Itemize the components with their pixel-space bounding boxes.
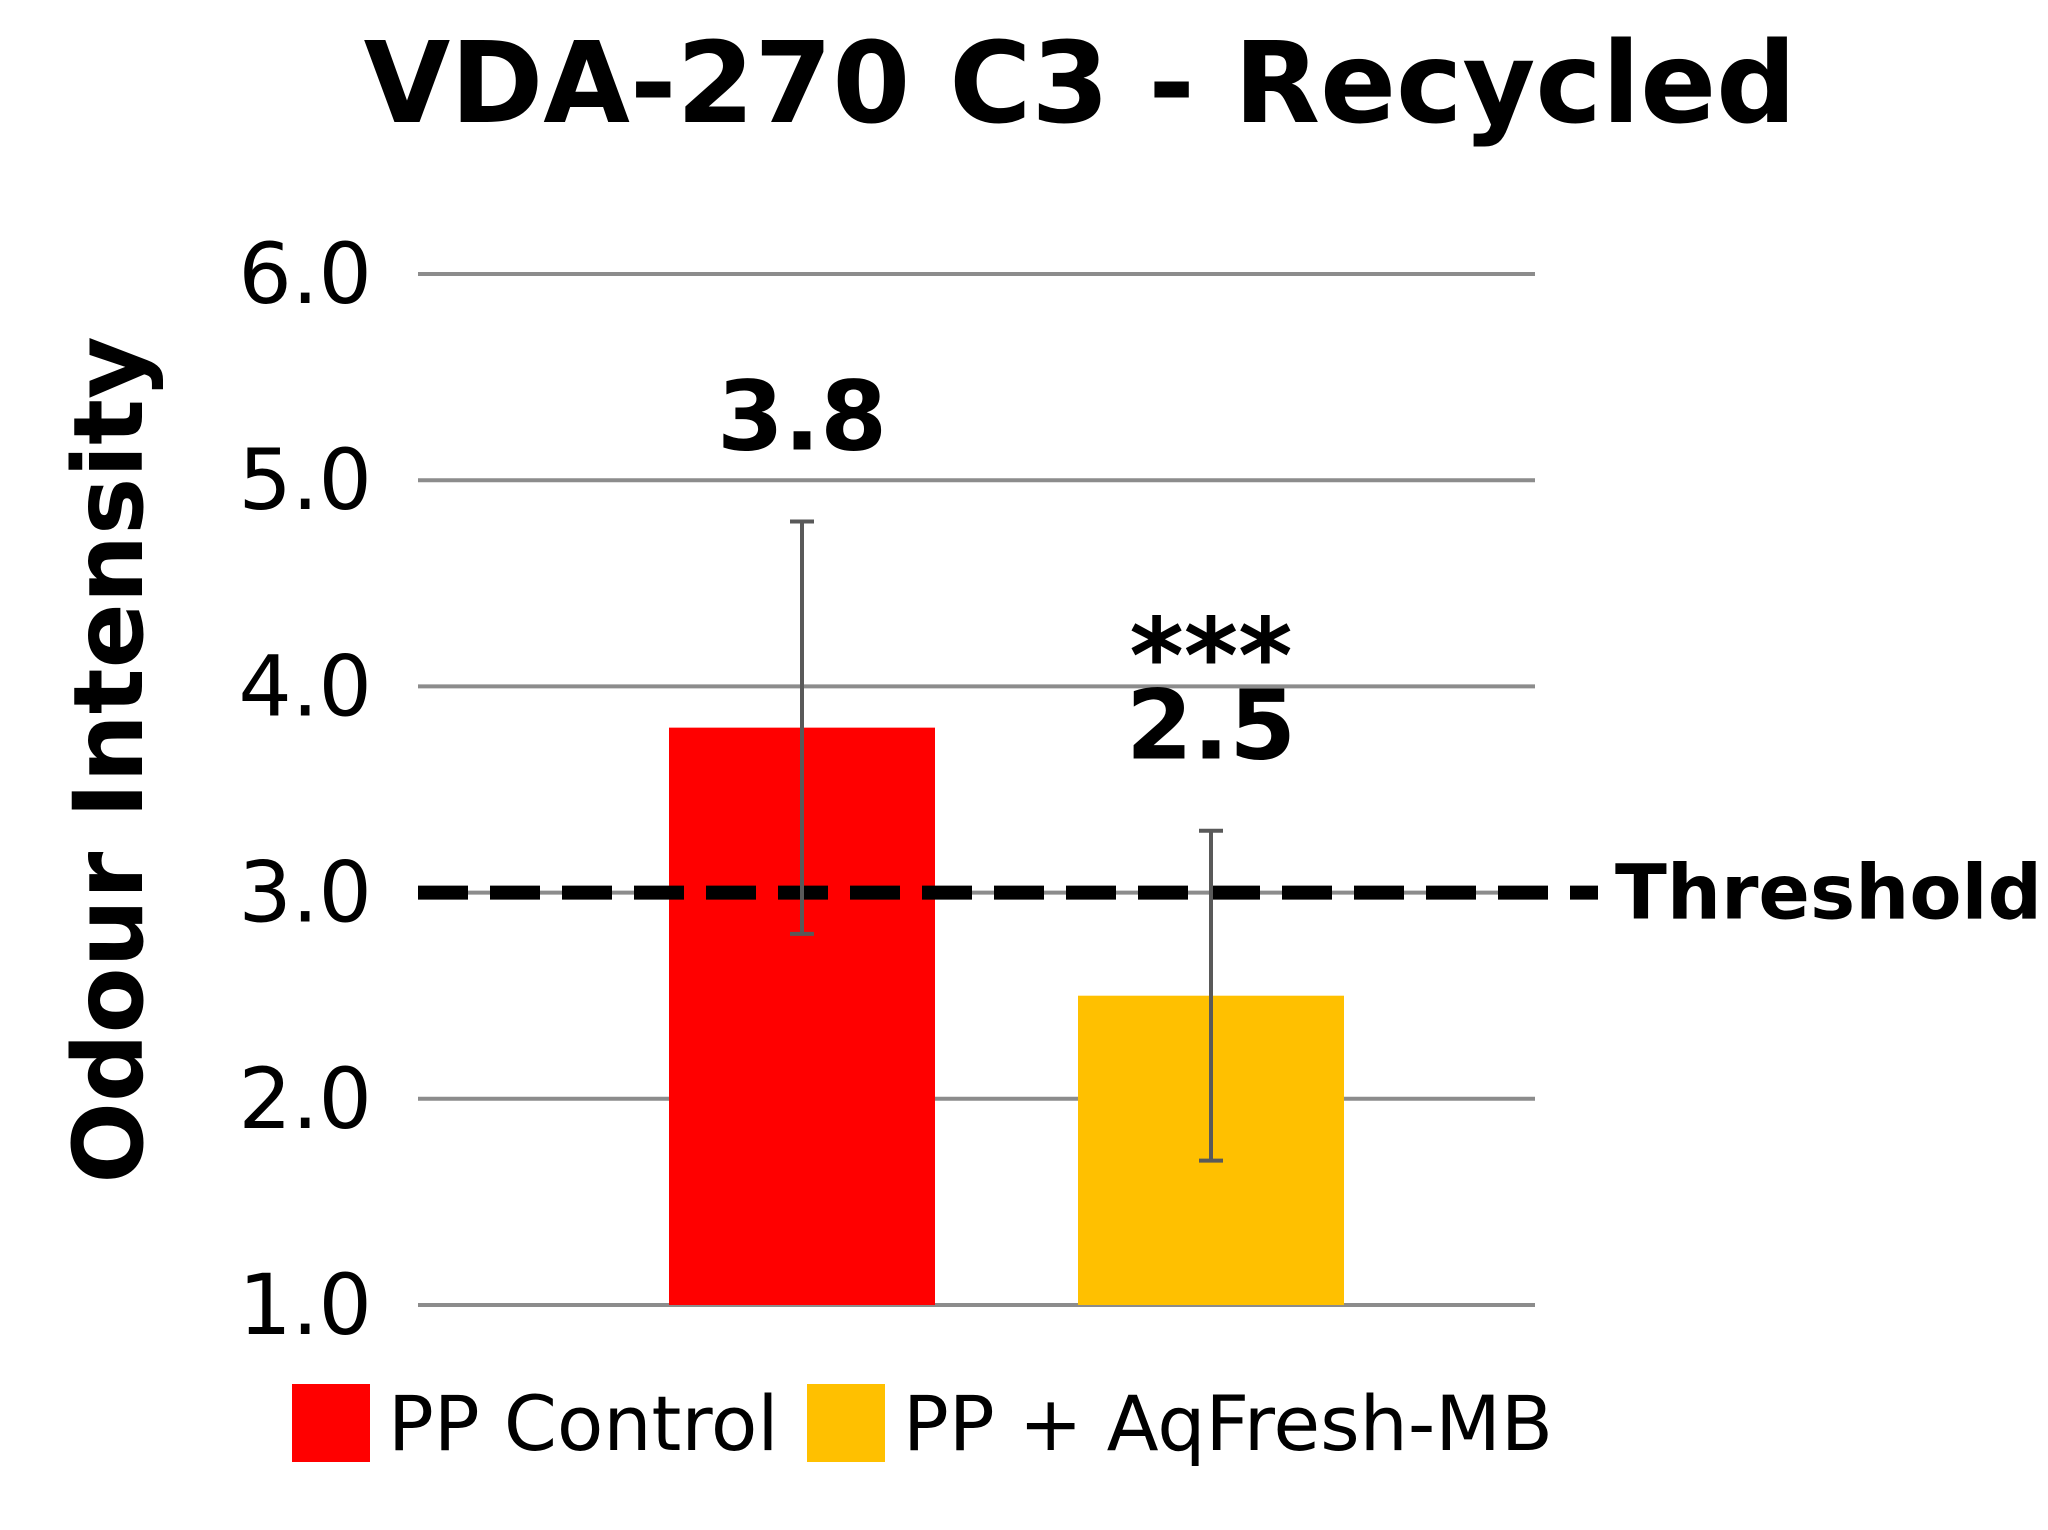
legend-swatch [292,1384,370,1462]
legend-swatch [807,1384,885,1462]
legend: PP Control PP + AqFresh-MB [292,1379,1553,1468]
threshold-label: Threshold [1615,848,2042,937]
threshold-group: Threshold [418,848,2042,937]
y-axis-ticks: 1.0 2.0 3.0 4.0 5.0 6.0 [238,225,372,1354]
y-tick-label: 5.0 [238,431,372,529]
y-tick-label: 6.0 [238,225,372,323]
legend-item: PP + AqFresh-MB [807,1379,1553,1468]
y-tick-label: 1.0 [238,1256,372,1354]
data-label: 3.8 [717,360,887,472]
data-labels: 3.8 2.5*** [717,360,1296,781]
y-tick-label: 4.0 [238,637,372,735]
significance-marker: *** [1129,596,1292,718]
legend-item: PP Control [292,1379,779,1468]
legend-label: PP Control [388,1379,779,1468]
y-tick-label: 2.0 [238,1050,372,1148]
bars [669,727,1344,1305]
chart-title: VDA-270 C3 - Recycled [364,19,1797,149]
error-bar [1199,828,1223,1163]
error-bars [790,519,1223,1163]
legend-label: PP + AqFresh-MB [903,1379,1553,1468]
error-bar [790,519,814,936]
data-label: 2.5 [1126,670,1296,782]
grid-lines [418,272,1535,1307]
y-tick-label: 3.0 [238,844,372,942]
y-axis-label: Odour Intensity [53,336,165,1183]
